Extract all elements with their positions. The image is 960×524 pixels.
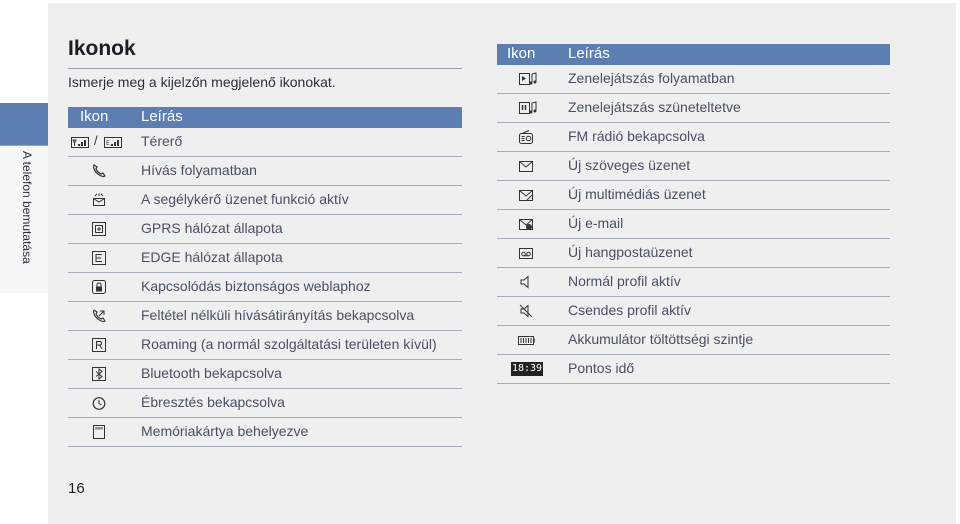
new-multimedia-message-icon [519, 188, 533, 202]
silent-profile-icon [519, 304, 533, 318]
secure-web-icon [92, 280, 106, 294]
row-desc: Ébresztés bekapcsolva [141, 394, 285, 410]
row-desc: Feltétel nélküli hívásátirányítás bekapc… [141, 307, 415, 323]
side-tab [0, 145, 48, 293]
row-desc: Kapcsolódás biztonságos weblaphoz [141, 278, 371, 294]
header-icon-col: Ikon [507, 45, 536, 62]
table-row: Roaming (a normál szolgáltatási területe… [68, 331, 462, 360]
table-row: Akkumulátor töltöttségi szintje [497, 326, 890, 355]
signal-strength-alt-icon: E [104, 135, 122, 149]
new-voicemail-icon [519, 246, 533, 260]
left-table-header: Ikon Leírás [68, 107, 462, 128]
table-row: Új multimédiás üzenet [497, 181, 890, 210]
manual-page [48, 3, 956, 524]
battery-level-icon [518, 333, 535, 347]
table-row: / E Térerő [68, 128, 462, 157]
gprs-icon [92, 222, 106, 236]
bluetooth-icon [92, 367, 106, 381]
row-desc: A segélykérő üzenet funkció aktív [141, 191, 349, 207]
row-desc: Normál profil aktív [568, 273, 681, 289]
music-playing-icon [519, 72, 537, 86]
page-heading: Ikonok [68, 37, 136, 60]
call-divert-icon [92, 309, 106, 323]
table-row: Memóriakártya behelyezve [68, 418, 462, 447]
row-desc: Akkumulátor töltöttségi szintje [568, 331, 754, 347]
row-desc: Új szöveges üzenet [568, 157, 691, 173]
row-desc: Memóriakártya behelyezve [141, 423, 309, 439]
header-desc-col: Leírás [141, 108, 183, 125]
table-row: 18:39 Pontos idő [497, 355, 890, 384]
alarm-clock-icon [92, 396, 106, 410]
table-row: Új e-mail [497, 210, 890, 239]
fm-radio-icon [519, 130, 533, 144]
signal-separator: / [94, 133, 98, 148]
row-desc: Zenelejátszás szüneteltetve [568, 99, 741, 115]
svg-text:E: E [106, 140, 110, 147]
row-desc: Új multimédiás üzenet [568, 186, 706, 202]
normal-profile-icon [519, 275, 533, 289]
row-desc: FM rádió bekapcsolva [568, 128, 705, 144]
header-icon-col: Ikon [80, 108, 109, 125]
memory-card-icon [92, 425, 106, 439]
table-row: Új hangpostaüzenet [497, 239, 890, 268]
current-time-icon: 18:39 [511, 362, 543, 376]
row-desc: Zenelejátszás folyamatban [568, 70, 735, 86]
right-table-header: Ikon Leírás [497, 44, 890, 65]
row-desc: Új e-mail [568, 215, 624, 231]
row-desc: Csendes profil aktív [568, 302, 691, 318]
signal-strength-icon [71, 135, 89, 149]
table-row: Zenelejátszás szüneteltetve [497, 94, 890, 123]
roaming-icon [92, 338, 106, 352]
table-row: EDGE hálózat állapota [68, 244, 462, 273]
table-row: A segélykérő üzenet funkció aktív [68, 186, 462, 215]
row-desc: Bluetooth bekapcsolva [141, 365, 282, 381]
music-paused-icon [519, 101, 537, 115]
edge-icon [92, 251, 106, 265]
table-row: Zenelejátszás folyamatban [497, 65, 890, 94]
table-row: Feltétel nélküli hívásátirányítás bekapc… [68, 302, 462, 331]
side-tab-marker [0, 103, 48, 145]
side-tab-label: A telefon bemutatása [20, 151, 34, 264]
table-row: Csendes profil aktív [497, 297, 890, 326]
new-email-icon [519, 217, 533, 231]
intro-text: Ismerje meg a kijelzőn megjelenő ikonoka… [68, 74, 336, 90]
call-in-progress-icon [92, 164, 106, 178]
row-desc: EDGE hálózat állapota [141, 249, 283, 265]
row-desc: Új hangpostaüzenet [568, 244, 693, 260]
table-row: Kapcsolódás biztonságos weblaphoz [68, 273, 462, 302]
row-desc: GPRS hálózat állapota [141, 220, 283, 236]
row-desc: Pontos idő [568, 360, 635, 376]
row-desc: Hívás folyamatban [141, 162, 257, 178]
header-desc-col: Leírás [568, 45, 610, 62]
table-row: FM rádió bekapcsolva [497, 123, 890, 152]
heading-rule [68, 68, 462, 69]
page-number: 16 [68, 480, 85, 497]
table-row: Normál profil aktív [497, 268, 890, 297]
new-text-message-icon [519, 159, 533, 173]
row-desc: Roaming (a normál szolgáltatási területe… [141, 336, 437, 352]
table-row: Bluetooth bekapcsolva [68, 360, 462, 389]
table-row: Hívás folyamatban [68, 157, 462, 186]
row-desc: Térerő [141, 133, 183, 149]
table-row: Új szöveges üzenet [497, 152, 890, 181]
sos-message-icon [92, 193, 106, 207]
table-row: GPRS hálózat állapota [68, 215, 462, 244]
table-row: Ébresztés bekapcsolva [68, 389, 462, 418]
